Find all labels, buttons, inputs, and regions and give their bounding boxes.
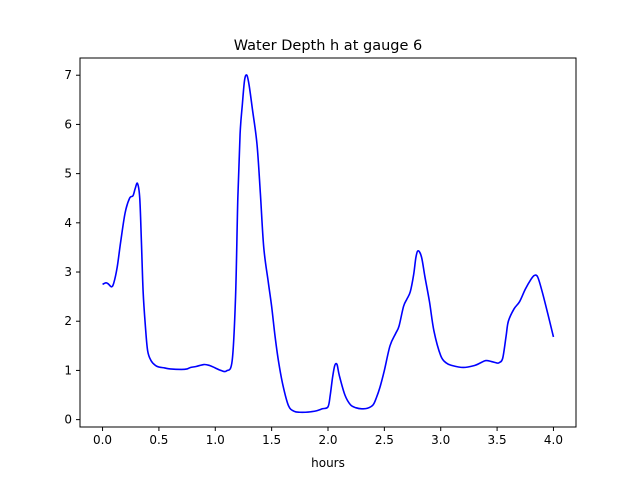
x-tick-label: 2.0 (318, 433, 337, 447)
x-tick-label: 1.0 (206, 433, 225, 447)
y-tick-label: 1 (64, 363, 72, 377)
y-tick-label: 0 (64, 413, 72, 427)
x-tick-label: 3.5 (488, 433, 507, 447)
y-tick-label: 6 (64, 117, 72, 131)
plot-area (79, 57, 577, 428)
x-axis-label: hours (311, 456, 345, 470)
x-tick-label: 1.5 (262, 433, 281, 447)
chart-title: Water Depth h at gauge 6 (234, 38, 422, 54)
y-tick-label: 3 (64, 265, 72, 279)
x-tick-label: 0.5 (149, 433, 168, 447)
x-axis-ticks: 0.0 0.5 1.0 1.5 2.0 2.5 3.0 3.5 4.0 (93, 427, 563, 447)
y-tick-label: 5 (64, 167, 72, 181)
water-depth-series-line (102, 74, 555, 414)
x-tick-label: 3.0 (431, 433, 450, 447)
y-tick-label: 2 (64, 314, 72, 328)
x-tick-label: 0.0 (93, 433, 112, 447)
y-tick-label: 4 (64, 216, 72, 230)
x-tick-label: 2.5 (375, 433, 394, 447)
y-tick-label: 7 (64, 68, 72, 82)
series-layer (102, 74, 555, 414)
axes-frame (79, 57, 577, 428)
x-tick-label: 4.0 (544, 433, 563, 447)
y-axis-ticks: 0 1 2 3 4 5 6 7 (64, 68, 80, 427)
